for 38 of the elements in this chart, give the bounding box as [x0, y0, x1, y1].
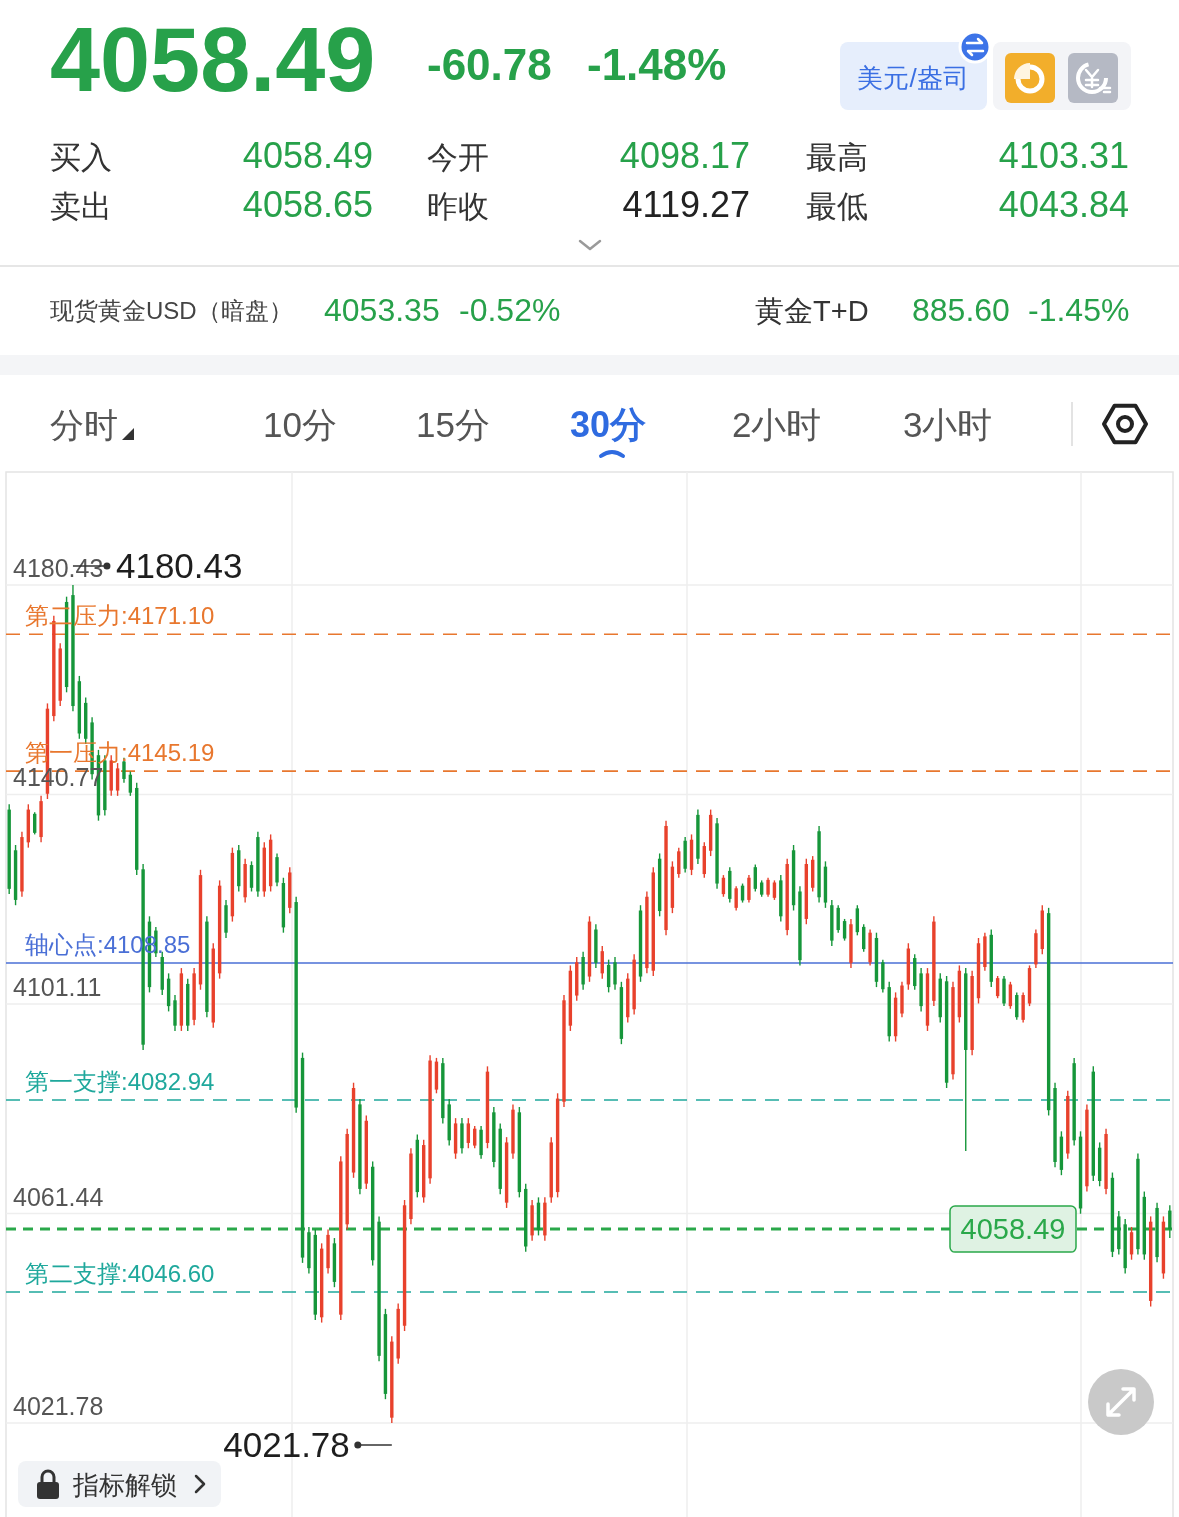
text: 30分: [570, 404, 647, 445]
text: 最高: [806, 140, 868, 175]
text: 10分: [263, 405, 337, 444]
text: 最低: [806, 189, 868, 224]
text: 3小时: [903, 405, 993, 444]
text: 4119.27: [622, 184, 750, 225]
text: 今开: [427, 140, 489, 175]
annotation: 4021.78: [223, 1425, 350, 1465]
y-tick-label: 4101.11: [13, 972, 102, 1001]
text: 4103.31: [998, 135, 1129, 176]
text: 15分: [416, 405, 490, 444]
y-tick-label: 4021.78: [13, 1392, 104, 1421]
text: 黄金T+D: [755, 295, 869, 327]
annotation: 4180.43: [115, 545, 243, 585]
text: 4053.35: [324, 292, 440, 328]
text: -1.45%: [1028, 292, 1130, 328]
ref-line-label: 4058.49: [960, 1213, 1066, 1246]
text: 4058.65: [242, 184, 373, 225]
text: -0.52%: [459, 292, 561, 328]
text: -60.78: [427, 40, 552, 89]
text: 卖出: [50, 189, 112, 224]
text: -1.48%: [587, 40, 727, 89]
text: 美元/盎司: [857, 63, 969, 93]
text: 现货黄金USD（暗盘）: [50, 297, 293, 324]
ref-line-label: 第二支撑:4046.60: [25, 1259, 215, 1287]
text: 2小时: [732, 405, 822, 444]
y-tick-label: 4061.44: [13, 1182, 104, 1211]
text: 买入: [50, 140, 112, 175]
text: 4058.49: [242, 135, 373, 176]
text: 4043.84: [998, 184, 1129, 225]
text: 885.60: [912, 292, 1010, 328]
text: 4098.17: [619, 135, 750, 176]
text: 分时: [50, 406, 118, 444]
text: 4058.49: [50, 10, 376, 110]
ref-line-label: 第一支撑:4082.94: [25, 1067, 215, 1095]
y-tick-label: 4180.43: [13, 553, 104, 582]
text: 昨收: [427, 189, 489, 224]
annotation: 指标解锁: [72, 1470, 177, 1500]
